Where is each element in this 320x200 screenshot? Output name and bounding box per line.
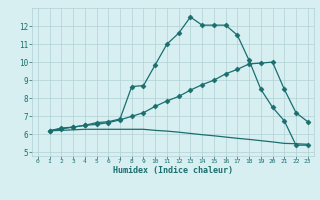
X-axis label: Humidex (Indice chaleur): Humidex (Indice chaleur): [113, 166, 233, 175]
